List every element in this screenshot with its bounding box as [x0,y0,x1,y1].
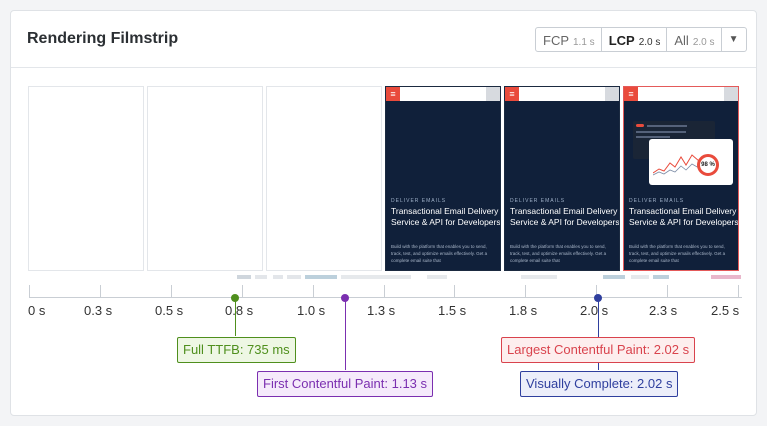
axis-tick-label: 2.3 s [649,303,678,318]
lcp-toggle-label: LCP [608,33,635,48]
fcp-callout[interactable]: First Contentful Paint: 1.13 s [257,371,434,397]
lcp-callout[interactable]: Largest Contentful Paint: 2.02 s [501,337,696,363]
screenshot-header-bar [505,87,619,101]
fcp-toggle-time: 1.1 s [573,37,595,48]
progress-segment [521,275,557,279]
all-toggle-button[interactable]: All 2.0 s [667,28,722,51]
screenshot-corner-block [486,87,500,101]
axis-tick [525,285,526,297]
score-ring: 98 % [697,154,719,176]
axis-tick-label: 1.8 s [509,303,538,318]
all-toggle-label: All [674,33,689,48]
ttfb-marker-line [235,298,236,336]
hamburger-menu-icon: ≡ [386,87,400,101]
progress-segment [305,275,337,279]
axis-tick [29,285,30,297]
progress-segment [237,275,251,279]
all-toggle-time: 2.0 s [692,37,715,48]
screenshot-corner-block [605,87,619,101]
progress-segment [287,275,301,279]
axis-tick [171,285,172,297]
fcp-toggle-label: FCP [543,33,569,48]
rendering-filmstrip-card: Rendering Filmstrip FCP 1.1 s LCP 2.0 s … [10,10,757,416]
axis-tick-label: 1.0 s [297,303,326,318]
axis-tick [242,285,243,297]
vc-marker-dot[interactable] [594,294,602,302]
card-title: Rendering Filmstrip [27,30,179,47]
filmstrip-frame-blank[interactable] [266,86,382,271]
filmstrip-frame-blank[interactable] [28,86,144,271]
screenshot-corner-block [724,87,738,101]
screenshot-header-bar [624,87,738,101]
progress-segment [711,275,741,279]
axis-tick [738,285,739,297]
hamburger-menu-icon: ≡ [624,87,638,101]
ttfb-marker-dot[interactable] [231,294,239,302]
progress-segment [631,275,649,279]
screenshot-headline: Transactional Email Delivery Service & A… [510,206,620,227]
dashboard-mockup-image: 98 % [633,121,733,185]
screenshot-headline: Transactional Email Delivery Service & A… [629,206,739,227]
progress-segment [341,275,411,279]
caret-down-icon: ▼ [728,34,739,45]
axis-tick [313,285,314,297]
hamburger-menu-icon: ≡ [505,87,519,101]
filmstrip-frame-screenshot[interactable]: ≡ DELIVER EMAILS Transactional Email Del… [504,86,620,271]
lcp-toggle-button[interactable]: LCP 2.0 s [602,28,668,51]
lcp-marker-line [598,298,599,370]
screenshot-body-text: Build with the platform that enables you… [510,244,607,263]
screenshot-headline: Transactional Email Delivery Service & A… [391,206,501,227]
lcp-toggle-time: 2.0 s [638,37,661,48]
progress-segment [255,275,267,279]
fcp-toggle-button[interactable]: FCP 1.1 s [536,28,602,51]
axis-tick-label: 1.5 s [438,303,467,318]
axis-tick-label: 2.5 s [711,303,740,318]
screenshot-body-text: Build with the platform that enables you… [629,244,726,263]
filmstrip-frame-blank[interactable] [147,86,263,271]
axis-tick-label: 2.0 s [580,303,609,318]
progress-segment [273,275,283,279]
timeline-axis [29,297,742,298]
axis-tick-label: 1.3 s [367,303,396,318]
screenshot-eyebrow: DELIVER EMAILS [629,198,685,204]
filmstrip-frame-screenshot[interactable]: ≡ DELIVER EMAILS Transactional Email Del… [385,86,501,271]
axis-tick [100,285,101,297]
fcp-marker-line [345,298,346,370]
screenshot-eyebrow: DELIVER EMAILS [391,198,447,204]
card-header: Rendering Filmstrip FCP 1.1 s LCP 2.0 s … [11,11,756,68]
axis-tick-label: 0 s [28,303,46,318]
progress-segment [603,275,625,279]
axis-tick-label: 0.5 s [155,303,184,318]
filmstrip-frame-lcp[interactable]: ≡ 98 % DELIVER EMAILS Transactional Emai… [623,86,739,271]
axis-tick-label: 0.3 s [84,303,113,318]
screenshot-header-bar [386,87,500,101]
axis-tick [596,285,597,297]
progress-segment [427,275,447,279]
progress-segment [653,275,669,279]
ttfb-callout[interactable]: Full TTFB: 735 ms [177,337,296,363]
metric-toggle: FCP 1.1 s LCP 2.0 s All 2.0 s ▼ [535,27,747,52]
screenshot-eyebrow: DELIVER EMAILS [510,198,566,204]
options-dropdown-button[interactable]: ▼ [722,28,746,51]
mock-line-chart [653,154,699,176]
screenshot-body-text: Build with the platform that enables you… [391,244,488,263]
axis-tick [454,285,455,297]
fcp-marker-dot[interactable] [341,294,349,302]
axis-tick-label: 0.8 s [225,303,254,318]
vc-callout[interactable]: Visually Complete: 2.02 s [520,371,679,397]
axis-tick [384,285,385,297]
axis-tick [667,285,668,297]
